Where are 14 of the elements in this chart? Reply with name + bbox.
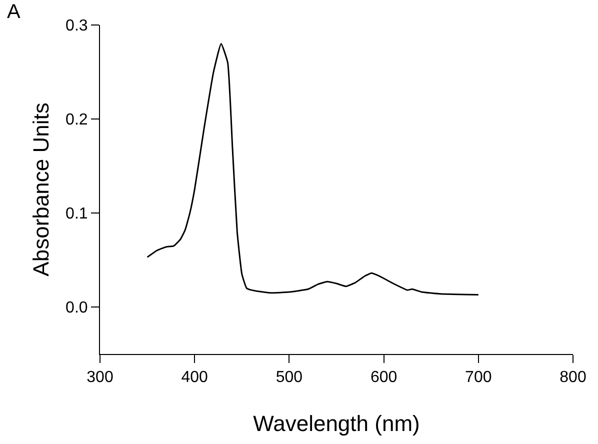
y-tick-label: 0.1: [66, 206, 88, 223]
line-series: [146, 43, 480, 296]
x-tick-label: 700: [465, 369, 492, 386]
x-tick-label: 300: [86, 369, 114, 386]
x-tick-label: 500: [276, 369, 303, 386]
x-tick-label: 400: [181, 369, 208, 386]
x-axis-title: Wavelength (nm): [253, 411, 420, 436]
y-tick-label: 0.3: [66, 18, 88, 35]
text: A: [7, 1, 21, 23]
x-tick-label: 800: [560, 369, 586, 386]
y-tick-label: 0.0: [66, 300, 88, 317]
y-axis-title: Absorbance Units: [28, 102, 54, 276]
x-tick-label: 600: [370, 369, 398, 386]
y-tick-label: 0.2: [66, 112, 88, 129]
